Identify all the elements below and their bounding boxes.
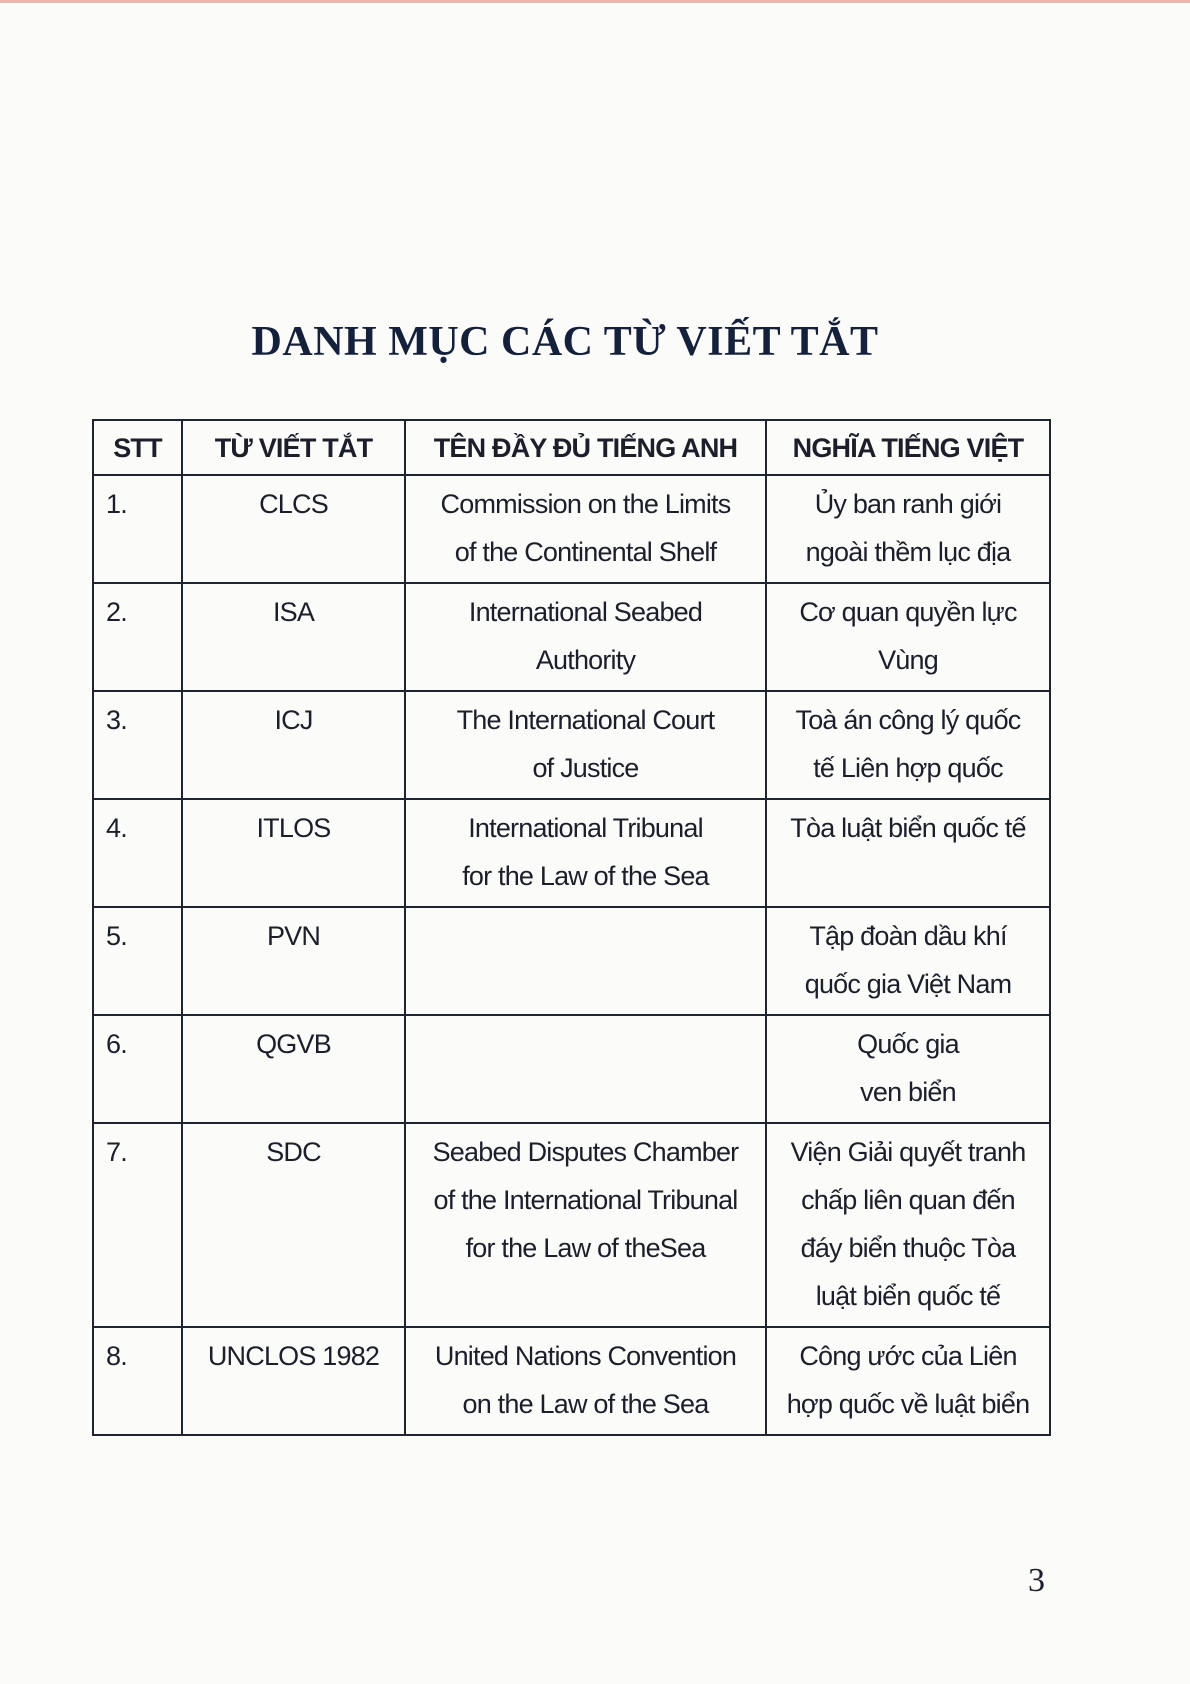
cell-vietnamese-meaning-line: đáy biển thuộc Tòa <box>800 1233 1017 1263</box>
table-row: 1. CLCS Commission on the Limits of the Con… <box>92 474 1051 584</box>
table-row: 7. SDC Seabed Disputes Chamber of the Inter… <box>92 1122 1051 1328</box>
cell-stt: 2. <box>92 582 183 692</box>
cell-vietnamese-meaning-line: Công ước của Liên <box>799 1341 1017 1371</box>
header-abbreviation: TỪ VIẾT TẮT <box>181 419 406 476</box>
table-header-row: STT TỪ VIẾT TẮT TÊN ĐẦY ĐỦ TIẾNG ANH NGH… <box>92 419 1051 476</box>
table-row: 5. PVN Tập đoàn dầu khí quốc gia Việt Nam <box>92 906 1051 1016</box>
table-row: 8. UNCLOS 1982 United Nations Convention on… <box>92 1326 1051 1436</box>
cell-abbreviation: PVN <box>181 906 406 1016</box>
cell-vietnamese-meaning: Tòa luật biển quốc tế <box>765 798 1051 908</box>
cell-stt: 3. <box>92 690 183 800</box>
page-number: 3 <box>1028 1562 1045 1599</box>
cell-vietnamese-meaning: Viện Giải quyết tranh chấp liên quan đến đ… <box>765 1122 1051 1328</box>
cell-english-name-line: of the Continental Shelf <box>454 537 717 567</box>
cell-vietnamese-meaning-line: chấp liên quan đến <box>801 1185 1016 1215</box>
cell-english-name: Commission on the Limits of the Continent… <box>404 474 767 584</box>
table-row: 6. QGVB Quốc gia ven biển <box>92 1014 1051 1124</box>
cell-english-name-line: for the Law of the Sea <box>462 861 709 891</box>
cell-stt: 6. <box>92 1014 183 1124</box>
cell-vietnamese-meaning-line: Toà án công lý quốc <box>795 705 1022 735</box>
cell-vietnamese-meaning-line: quốc gia Việt Nam <box>804 969 1012 999</box>
header-stt: STT <box>92 419 183 476</box>
cell-english-name-line: Seabed Disputes Chamber <box>432 1137 740 1167</box>
cell-abbreviation: ISA <box>181 582 406 692</box>
cell-english-name: The International Court of Justice <box>404 690 767 800</box>
header-english-name: TÊN ĐẦY ĐỦ TIẾNG ANH <box>404 419 767 476</box>
cell-vietnamese-meaning-line: hợp quốc về luật biển <box>786 1389 1030 1419</box>
cell-stt: 8. <box>92 1326 183 1436</box>
cell-english-name <box>404 906 767 1016</box>
cell-vietnamese-meaning-line: Quốc gia <box>857 1029 959 1059</box>
table-row: 4. ITLOS International Tribunal for the Law… <box>92 798 1051 908</box>
cell-vietnamese-meaning-line: tế Liên hợp quốc <box>813 753 1003 783</box>
cell-english-name: International Tribunal for the Law of the… <box>404 798 767 908</box>
cell-english-name-line: International Seabed <box>468 597 703 627</box>
cell-english-name-line: Commission on the Limits <box>440 489 732 519</box>
cell-abbreviation: SDC <box>181 1122 406 1328</box>
cell-vietnamese-meaning-line: luật biển quốc tế <box>815 1281 1001 1311</box>
cell-stt: 1. <box>92 474 183 584</box>
cell-vietnamese-meaning: Công ước của Liên hợp quốc về luật biển <box>765 1326 1051 1436</box>
cell-english-name-line: United Nations Convention <box>434 1341 737 1371</box>
cell-vietnamese-meaning: Tập đoàn dầu khí quốc gia Việt Nam <box>765 906 1051 1016</box>
cell-vietnamese-meaning-line: ven biển <box>860 1077 956 1107</box>
cell-stt: 5. <box>92 906 183 1016</box>
cell-english-name: International Seabed Authority <box>404 582 767 692</box>
cell-english-name-line: The International Court <box>456 705 716 735</box>
cell-vietnamese-meaning-line: Viện Giải quyết tranh <box>790 1137 1027 1167</box>
cell-english-name-line: of Justice <box>532 753 639 783</box>
cell-vietnamese-meaning-line: Vùng <box>878 645 939 675</box>
cell-vietnamese-meaning: Cơ quan quyền lực Vùng <box>765 582 1051 692</box>
cell-english-name-line: for the Law of theSea <box>465 1233 707 1263</box>
cell-vietnamese-meaning-line: ngoài thềm lục địa <box>805 537 1012 567</box>
cell-english-name: United Nations Convention on the Law of t… <box>404 1326 767 1436</box>
cell-abbreviation: ICJ <box>181 690 406 800</box>
cell-vietnamese-meaning-line: Tòa luật biển quốc tế <box>790 813 1026 843</box>
page-title: DANH MỤC CÁC TỪ VIẾT TẮT <box>251 319 879 365</box>
table-row: 2. ISA International Seabed Authority Cơ qua… <box>92 582 1051 692</box>
cell-vietnamese-meaning: Ủy ban ranh giới ngoài thềm lục địa <box>765 474 1051 584</box>
cell-abbreviation: UNCLOS 1982 <box>181 1326 406 1436</box>
cell-vietnamese-meaning: Toà án công lý quốc tế Liên hợp quốc <box>765 690 1051 800</box>
cell-abbreviation: QGVB <box>181 1014 406 1124</box>
table-row: 3. ICJ The International Court of Justice To… <box>92 690 1051 800</box>
cell-english-name-line: Authority <box>535 645 636 675</box>
cell-english-name-line: on the Law of the Sea <box>462 1389 710 1419</box>
top-edge-line <box>0 0 1190 3</box>
cell-abbreviation: ITLOS <box>181 798 406 908</box>
cell-english-name-line: of the International Tribunal <box>433 1185 738 1215</box>
cell-english-name: Seabed Disputes Chamber of the Internatio… <box>404 1122 767 1328</box>
cell-stt: 4. <box>92 798 183 908</box>
cell-vietnamese-meaning-line: Ủy ban ranh giới <box>814 489 1002 519</box>
cell-english-name-line: International Tribunal <box>468 813 703 843</box>
cell-vietnamese-meaning-line: Cơ quan quyền lực <box>799 597 1017 627</box>
cell-vietnamese-meaning-line: Tập đoàn dầu khí <box>809 921 1007 951</box>
header-vietnamese-meaning: NGHĨA TIẾNG VIỆT <box>765 419 1051 476</box>
abbreviations-table: STT TỪ VIẾT TẮT TÊN ĐẦY ĐỦ TIẾNG ANH NGH… <box>92 419 1051 1436</box>
cell-abbreviation: CLCS <box>181 474 406 584</box>
cell-stt: 7. <box>92 1122 183 1328</box>
cell-vietnamese-meaning: Quốc gia ven biển <box>765 1014 1051 1124</box>
cell-english-name <box>404 1014 767 1124</box>
